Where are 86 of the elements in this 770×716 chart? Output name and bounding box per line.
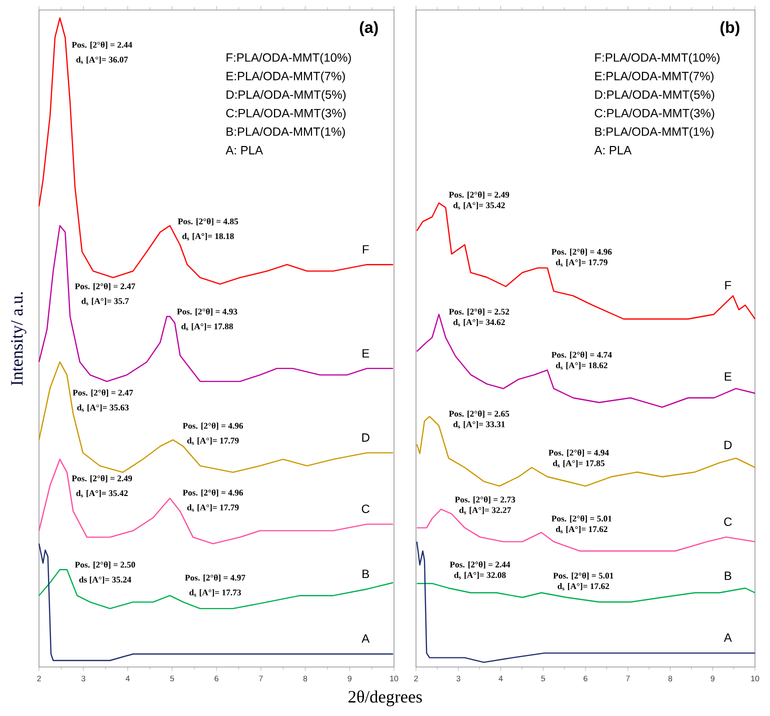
annotation: d$_{s}$ [A°]= 35.7: [82, 298, 129, 306]
x-tick-label: 9: [710, 676, 714, 682]
x-tick-label: 7: [259, 676, 263, 682]
annotation: d$_{s}$ [A°]= 17.62: [558, 583, 610, 590]
x-tick-label: 4: [498, 676, 503, 682]
series-label: F: [362, 245, 369, 254]
annotation: Pos. [2°θ] = 2.65: [448, 410, 510, 418]
x-axis-title: 2θ/degrees: [348, 690, 422, 706]
annotation: Pos. [2°θ] = 2.44: [72, 42, 132, 49]
series-label: B: [362, 570, 369, 578]
y-axis-title: Intensity/ a.u.: [11, 292, 26, 386]
annotation: d$_{s}$ [A°]= 17.88: [181, 323, 233, 331]
text: F:PLA/ODA-MMT(10%): [595, 52, 720, 64]
annotation: d$_{s}$ [A°]= 32.27: [459, 506, 511, 514]
annotation: d$_{s}$ [A°]= 17.79: [187, 504, 239, 512]
annotation: D:PLA/ODA-MMT(5%): [226, 90, 346, 102]
annotation: Pos. [2°θ] = 2.73: [454, 496, 516, 504]
annotation: d$_{s}$ [A°]= 35.63: [77, 404, 129, 412]
annotation: Pos. [2°θ] = 4.96: [182, 489, 243, 497]
annotation: d$_{s}$ [A°]= 18.62: [556, 362, 608, 370]
annotation: Pos. [2°θ] = 4.96: [552, 248, 612, 256]
x-tick-label: 7: [626, 676, 630, 682]
annotation: d$_{s}$ [A°]= 34.62: [453, 319, 505, 326]
annotation: d$_{s}$ [A°]= 32.08: [454, 572, 506, 580]
annotation: Pos. [2°θ] = 4.97: [185, 574, 246, 582]
series-label: A: [724, 633, 732, 642]
annotation: Pos. [2°θ] = 2.47: [72, 390, 133, 397]
annotation: Pos. [2°θ] = 2.50: [74, 561, 136, 569]
text: A: PLA: [594, 146, 632, 154]
x-tick-label: 6: [584, 676, 588, 682]
annotation: Pos. [2°θ] = 2.49: [72, 475, 132, 482]
series-label: C: [724, 517, 732, 526]
annotation: d$_{s}$ [A°]= 35.42: [453, 202, 505, 210]
annotation: Pos. [2°θ] = 2.47: [74, 283, 136, 290]
annotation: Pos. [2°θ] = 4.85: [178, 218, 238, 226]
x-tick-label: 8: [668, 676, 672, 682]
annotation: ds [A°]= 35.24: [79, 576, 132, 584]
annotation: d$_{s}$ [A°]= 33.31: [453, 421, 505, 428]
series-label: D: [362, 433, 370, 442]
text: E:PLA/ODA-MMT(7%): [595, 71, 714, 83]
x-tick-label: 10: [751, 676, 760, 682]
annotation: d$_{s}$ [A°]= 17.62: [556, 526, 608, 534]
x-tick-label: 5: [170, 676, 174, 682]
annotation: Pos. [2°θ] = 2.52: [448, 308, 510, 316]
x-tick-label: 2: [37, 676, 41, 682]
annotation: Pos. [2°θ] = 4.93: [177, 308, 238, 316]
annotation: A: PLA: [226, 146, 263, 154]
annotation: d$_{s}$ [A°]= 36.07: [76, 56, 128, 64]
annotation: Pos. [2°θ] = 5.01: [553, 572, 614, 580]
text: Pos. [2°θ] = 2.49: [448, 192, 510, 199]
text: B:PLA/ODA-MMT(1%): [595, 127, 714, 138]
text: C:PLA/ODA-MMT(3%): [594, 108, 714, 120]
annotation: d$_{s}$ [A°]= 18.18: [182, 232, 234, 240]
x-tick-label: 6: [214, 676, 218, 682]
x-tick-label: 4: [126, 676, 130, 682]
x-tick-label: 5: [541, 676, 546, 682]
x-tick-label: 3: [456, 676, 460, 682]
annotation: E:PLA/ODA-MMT(7%): [226, 71, 345, 83]
annotation: Pos. [2°θ] = 4.94: [548, 449, 609, 457]
x-tick-label: 9: [348, 676, 352, 682]
series-label: F: [725, 281, 732, 290]
annotation: d$_{s}$ [A°]= 17.85: [553, 460, 604, 468]
annotation: d$_{s}$ [A°]= 17.79: [556, 259, 608, 267]
chart-title: (b): [720, 21, 740, 36]
series-label: D: [724, 440, 732, 450]
annotation: Pos. [2°θ] = 2.44: [450, 561, 510, 569]
annotation: d$_{s}$ [A°]= 17.79: [187, 437, 239, 445]
annotation: B:PLA/ODA-MMT(1%): [226, 127, 345, 138]
x-tick-label: 10: [390, 676, 398, 682]
series-label: E: [724, 372, 732, 381]
x-tick-label: 3: [81, 676, 86, 682]
annotation: d$_{s}$ [A°]= 17.73: [189, 589, 241, 597]
series-label: C: [362, 504, 370, 514]
x-tick-label: 8: [303, 676, 308, 682]
annotation: Pos. [2°θ] = 4.74: [552, 352, 612, 359]
x-tick-label: 2: [414, 676, 418, 682]
annotation: C:PLA/ODA-MMT(3%): [226, 108, 346, 120]
series-label: E: [362, 349, 370, 358]
series-label: B: [724, 572, 732, 580]
annotation: d$_{s}$ [A°]= 35.42: [76, 490, 128, 498]
annotation: Pos. [2°θ] = 4.96: [182, 422, 243, 430]
chart-title: (a): [360, 21, 378, 36]
text: D:PLA/ODA-MMT(5%): [595, 90, 714, 102]
series-label: A: [362, 634, 370, 643]
annotation: F:PLA/ODA-MMT(10%): [226, 52, 351, 64]
annotation: Pos. [2°θ] = 5.01: [552, 515, 612, 523]
